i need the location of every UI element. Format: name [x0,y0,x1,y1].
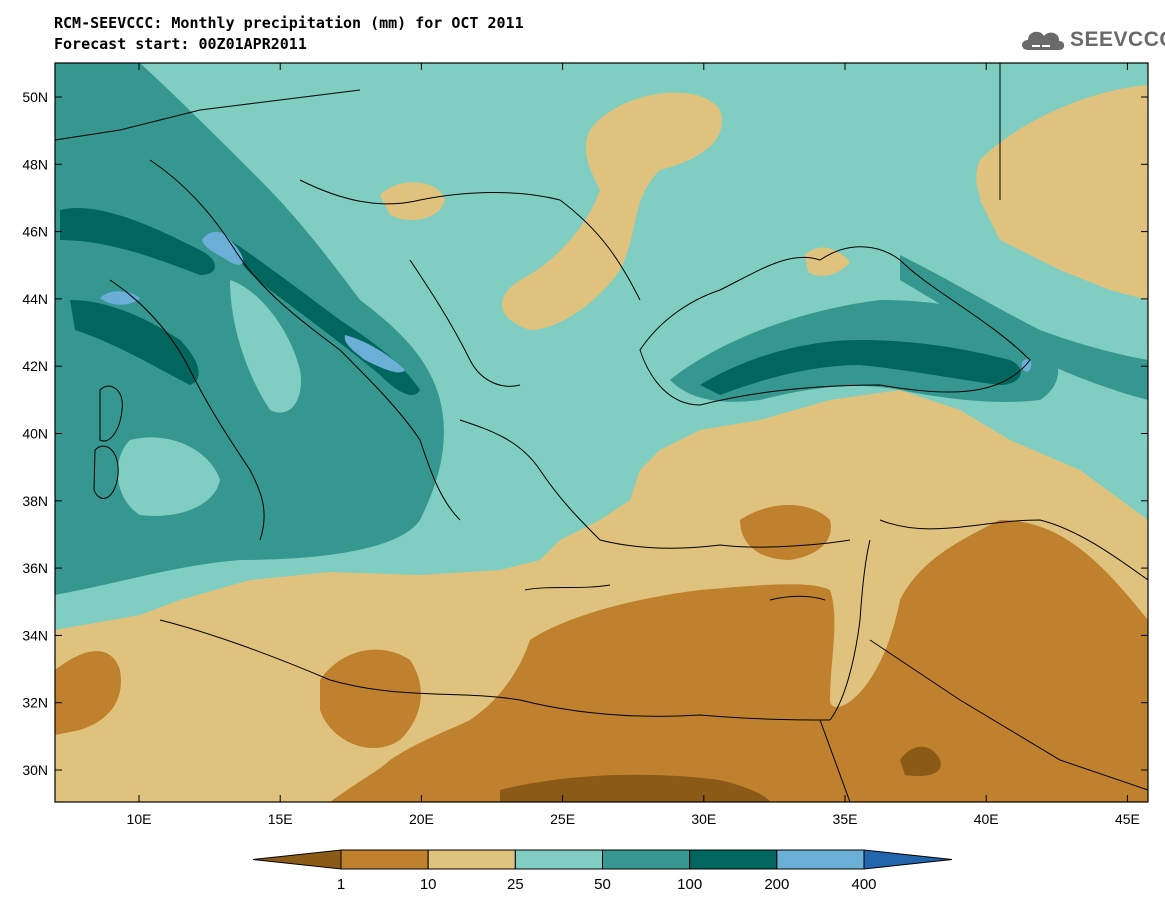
lat-label: 48N [22,156,48,172]
lon-label: 15E [268,811,293,827]
colorbar-upper-triangle [863,849,953,870]
lat-label: 32N [22,695,48,711]
field-10-25-crimea [805,247,850,276]
colorbar-box [514,849,603,870]
colorbar-box [689,849,778,870]
field-lt1-egypt [500,774,770,802]
field-50-100-caucasus [900,255,1148,400]
lat-label: 46N [22,224,48,240]
lon-label: 45E [1115,811,1140,827]
seevccc-logo: SEEVCCC [1018,22,1165,58]
field-lt1-jordan [900,746,941,777]
colorbar-level-label: 10 [420,876,437,893]
cloud-icon [1022,31,1065,50]
colorbar-level-label: 200 [764,876,789,893]
lon-label: 30E [691,811,716,827]
field-1-10-libya [320,649,421,749]
field-25-50-italy-2 [230,280,301,413]
logo-text: SEEVCCC [1070,28,1165,51]
field-100-200-alps [60,208,215,275]
colorbar-box [602,849,691,870]
lon-label: 35E [833,811,858,827]
lon-label: 25E [550,811,575,827]
coastlines [55,63,1148,802]
lon-label: 10E [127,811,152,827]
colorbar-level-label: 50 [594,876,611,893]
colorbar-lower-triangle [252,849,342,870]
lon-label: 40E [974,811,999,827]
lat-label: 40N [22,426,48,442]
colorbar: 1 10 25 50 100 200 400 [252,849,953,893]
map-frame [54,62,1149,803]
field-1-10-anatolia [740,505,831,560]
latitude-axis: 50N 48N 46N 44N 42N 40N 38N 36N 34N 32N 30N [22,89,1148,778]
lat-label: 42N [22,358,48,374]
lon-label: 20E [409,811,434,827]
colorbar-level-label: 100 [677,876,702,893]
colorbar-box [776,849,865,870]
colorbar-level-label: 25 [507,876,524,893]
colorbar-box [340,849,429,870]
field-100-200-blacksea [700,340,1021,395]
field-200-400-albania [344,335,405,373]
lat-label: 50N [22,89,48,105]
field-25-50-italy [117,437,220,516]
field-1-10-south [330,520,1148,802]
field-10-25-ukraine [501,92,722,330]
colorbar-box [427,849,516,870]
lat-label: 34N [22,627,48,643]
lat-label: 36N [22,560,48,576]
lat-label: 30N [22,762,48,778]
field-1-10-tunisia [55,651,121,735]
lat-label: 44N [22,291,48,307]
field-200-400-istria [202,231,244,265]
forecast-start-label: Forecast start: 00Z01APR2011 [54,35,307,53]
precipitation-field [55,63,1148,802]
lat-label: 38N [22,493,48,509]
field-10-25-russia [976,85,1148,300]
map-title: RCM-SEEVCCC: Monthly precipitation (mm) … [54,14,524,32]
field-200-400-batumi [1021,359,1032,372]
field-100-200-italy-w [70,300,199,385]
colorbar-level-label: 1 [337,876,345,893]
longitude-axis: 10E 15E 20E 25E 30E 35E 40E 45E [127,63,1140,827]
colorbar-level-label: 400 [851,876,876,893]
